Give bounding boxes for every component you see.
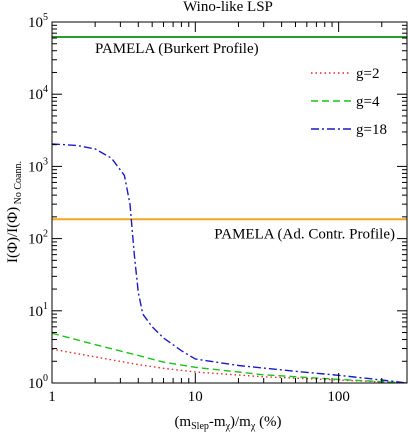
- y-tick-label: 102: [28, 229, 48, 248]
- x-axis-label-mid: -m: [209, 414, 226, 430]
- y-tick-label: 105: [28, 12, 48, 31]
- y-axis-label-sub: No Coann.: [13, 161, 24, 207]
- y-axis-label-main: I(Φ)/I(Φ): [5, 207, 21, 263]
- chart-title: Wino-like LSP: [183, 0, 273, 15]
- svg-text:I(Φ)/I(Φ) No Coann.: I(Φ)/I(Φ) No Coann.: [5, 161, 24, 263]
- legend: g=2 g=4 g=18: [311, 66, 387, 138]
- series-line-g4: [52, 332, 407, 383]
- legend-label: g=2: [356, 66, 379, 82]
- plot-frame: [51, 21, 408, 384]
- legend-label: g=18: [356, 122, 387, 138]
- x-axis-label-suffix: (%): [255, 414, 281, 430]
- reference-labels: PAMELA (Burkert Profile) PAMELA (Ad. Cont…: [95, 41, 395, 242]
- x-axis-label-prefix: (m: [174, 414, 191, 430]
- reference-line-label-1: PAMELA (Ad. Contr. Profile): [214, 226, 395, 242]
- y-tick-label: 100: [28, 373, 48, 392]
- y-tick-labels: 100 101 102 103 104 105: [28, 12, 48, 392]
- x-axis-label-sub-slep: Slep: [191, 421, 209, 432]
- series-line-g18: [52, 143, 407, 383]
- series-layer: [52, 143, 407, 383]
- reference-line-label-0: PAMELA (Burkert Profile): [95, 41, 259, 57]
- series-line-g2: [52, 348, 407, 383]
- legend-label: g=4: [356, 94, 380, 110]
- x-tick-labels: 1 10 100: [48, 389, 350, 405]
- x-axis-label-sub-chi2: χ: [250, 421, 256, 432]
- x-tick-label: 100: [327, 389, 350, 405]
- x-axis-label-sub-chi1: χ: [225, 421, 231, 432]
- y-tick-label: 104: [28, 84, 48, 103]
- reference-lines: [52, 35, 407, 221]
- x-tick-label: 1: [48, 389, 56, 405]
- x-axis-label: (mSlep-mχ)/mχ (%): [174, 414, 281, 432]
- y-tick-label: 101: [28, 301, 48, 320]
- x-tick-label: 10: [188, 389, 203, 405]
- y-tick-label: 103: [28, 156, 48, 175]
- axis-ticks: [51, 21, 408, 384]
- x-axis-label-mid2: )/m: [230, 414, 251, 430]
- y-axis-label: I(Φ)/I(Φ) No Coann.: [5, 161, 24, 263]
